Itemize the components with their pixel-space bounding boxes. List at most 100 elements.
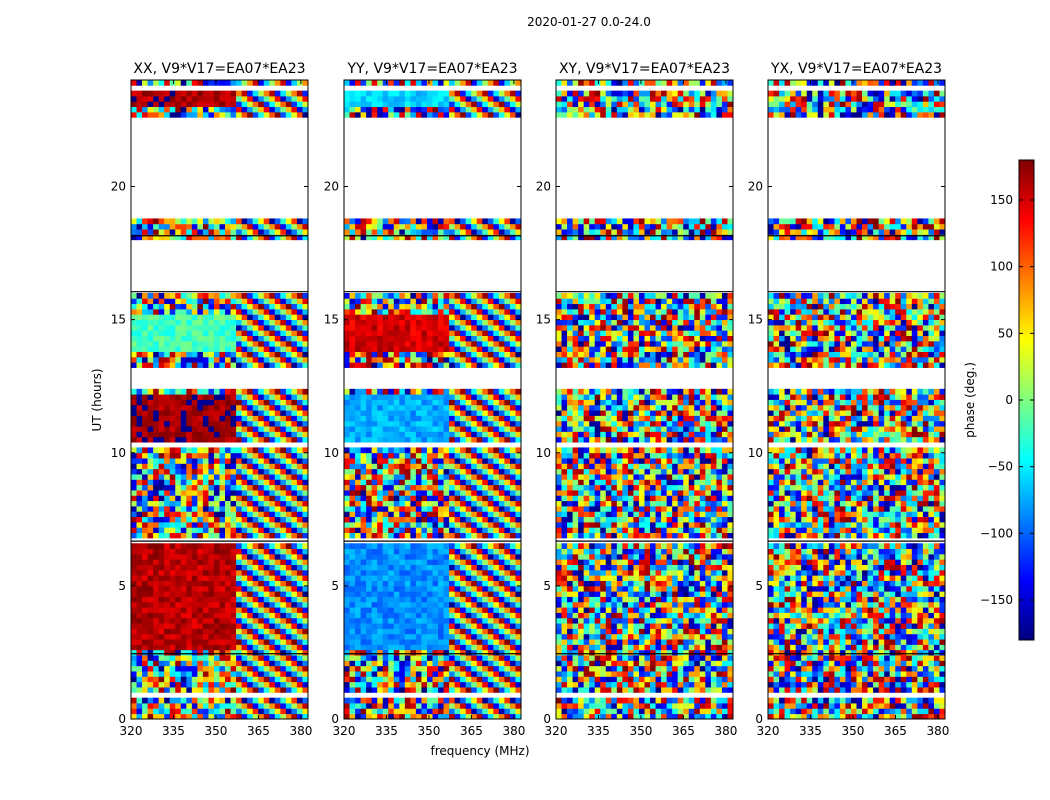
- phase-cell: [460, 346, 467, 352]
- phase-cell: [247, 399, 254, 406]
- phase-cell: [213, 516, 220, 523]
- phase-cell: [158, 639, 165, 645]
- phase-cell: [280, 580, 287, 587]
- phase-cell: [197, 399, 204, 406]
- phase-cell: [280, 553, 287, 560]
- phase-cell: [291, 314, 298, 321]
- phase-cell: [493, 362, 500, 368]
- phase-cell: [465, 601, 472, 608]
- phase-cell: [269, 229, 276, 235]
- phase-cell: [142, 458, 148, 464]
- phase-cell: [269, 543, 276, 549]
- phase-cell: [169, 596, 176, 603]
- phase-cell: [410, 575, 417, 581]
- phase-cell: [371, 362, 378, 368]
- phase-cell: [142, 623, 148, 629]
- phase-cell: [482, 303, 489, 310]
- phase-cell: [158, 111, 165, 118]
- phase-cell: [366, 351, 373, 358]
- phase-cell: [158, 633, 165, 640]
- phase-cell: [349, 420, 356, 427]
- phase-cell: [371, 591, 378, 597]
- phase-cell: [213, 351, 220, 358]
- phase-cell: [213, 356, 220, 363]
- phase-cell: [142, 362, 148, 368]
- phase-cell: [432, 458, 439, 464]
- phase-cell: [291, 420, 298, 427]
- phase-cell: [460, 532, 467, 539]
- phase-cell: [415, 703, 422, 709]
- phase-cell: [355, 495, 361, 502]
- phase-cell: [498, 484, 505, 491]
- phase-cell: [153, 506, 160, 512]
- phase-cell: [432, 543, 439, 549]
- phase-cell: [476, 490, 483, 496]
- phase-cell: [186, 639, 193, 645]
- phase-cell: [504, 644, 511, 651]
- phase-cell: [404, 617, 411, 624]
- phase-cell: [344, 479, 350, 486]
- phase-cell: [263, 580, 270, 587]
- phase-cell: [169, 420, 176, 427]
- phase-cell: [482, 308, 489, 315]
- phase-cell: [476, 340, 483, 347]
- phase-cell: [465, 585, 472, 592]
- phase-cell: [371, 564, 378, 571]
- phase-cell: [269, 340, 276, 347]
- phase-cell: [432, 335, 439, 342]
- phase-cell: [509, 431, 516, 438]
- phase-cell: [241, 362, 248, 368]
- phase-cell: [460, 596, 467, 603]
- phase-cell: [208, 697, 215, 704]
- phase-cell: [482, 399, 489, 406]
- phase-cell: [280, 687, 287, 693]
- phase-cell: [421, 516, 428, 523]
- phase-cell: [296, 324, 303, 331]
- phase-cell: [482, 521, 489, 528]
- phase-cell: [371, 708, 378, 715]
- phase-cell: [180, 308, 187, 315]
- phase-cell: [191, 628, 198, 635]
- phase-cell: [471, 649, 478, 656]
- phase-cell: [202, 484, 209, 491]
- phase-cell: [269, 591, 276, 597]
- phase-cell: [410, 671, 417, 677]
- phase-cell: [274, 303, 281, 310]
- phase-cell: [482, 468, 489, 475]
- phase-cell: [515, 569, 522, 576]
- phase-cell: [493, 617, 500, 624]
- phase-cell: [158, 484, 165, 491]
- phase-cell: [175, 229, 182, 235]
- phase-cell: [415, 612, 422, 619]
- phase-cell: [415, 585, 422, 592]
- phase-cell: [219, 111, 226, 118]
- phase-cell: [202, 415, 209, 422]
- phase-cell: [410, 708, 417, 715]
- phase-cell: [186, 703, 193, 709]
- phase-cell: [366, 628, 373, 635]
- phase-cell: [202, 644, 209, 651]
- phase-cell: [432, 516, 439, 523]
- phase-cell: [465, 527, 472, 534]
- phase-cell: [504, 394, 511, 400]
- phase-cell: [269, 687, 276, 693]
- phase-cell: [291, 500, 298, 507]
- phase-cell: [355, 474, 361, 480]
- phase-cell: [158, 649, 165, 656]
- phase-cell: [349, 671, 356, 677]
- phase-cell: [476, 319, 483, 326]
- phase-cell: [131, 415, 137, 422]
- phase-cell: [164, 106, 171, 113]
- phase-cell: [280, 90, 287, 97]
- phase-cell: [426, 607, 433, 613]
- phase-cell: [426, 660, 433, 667]
- phase-cell: [269, 633, 276, 640]
- phase-cell: [213, 506, 220, 512]
- phase-cell: [241, 356, 248, 363]
- phase-cell: [247, 564, 254, 571]
- phase-cell: [460, 474, 467, 480]
- phase-cell: [302, 671, 309, 677]
- phase-cell: [471, 426, 478, 432]
- phase-cell: [142, 708, 148, 715]
- phase-cell: [241, 463, 248, 470]
